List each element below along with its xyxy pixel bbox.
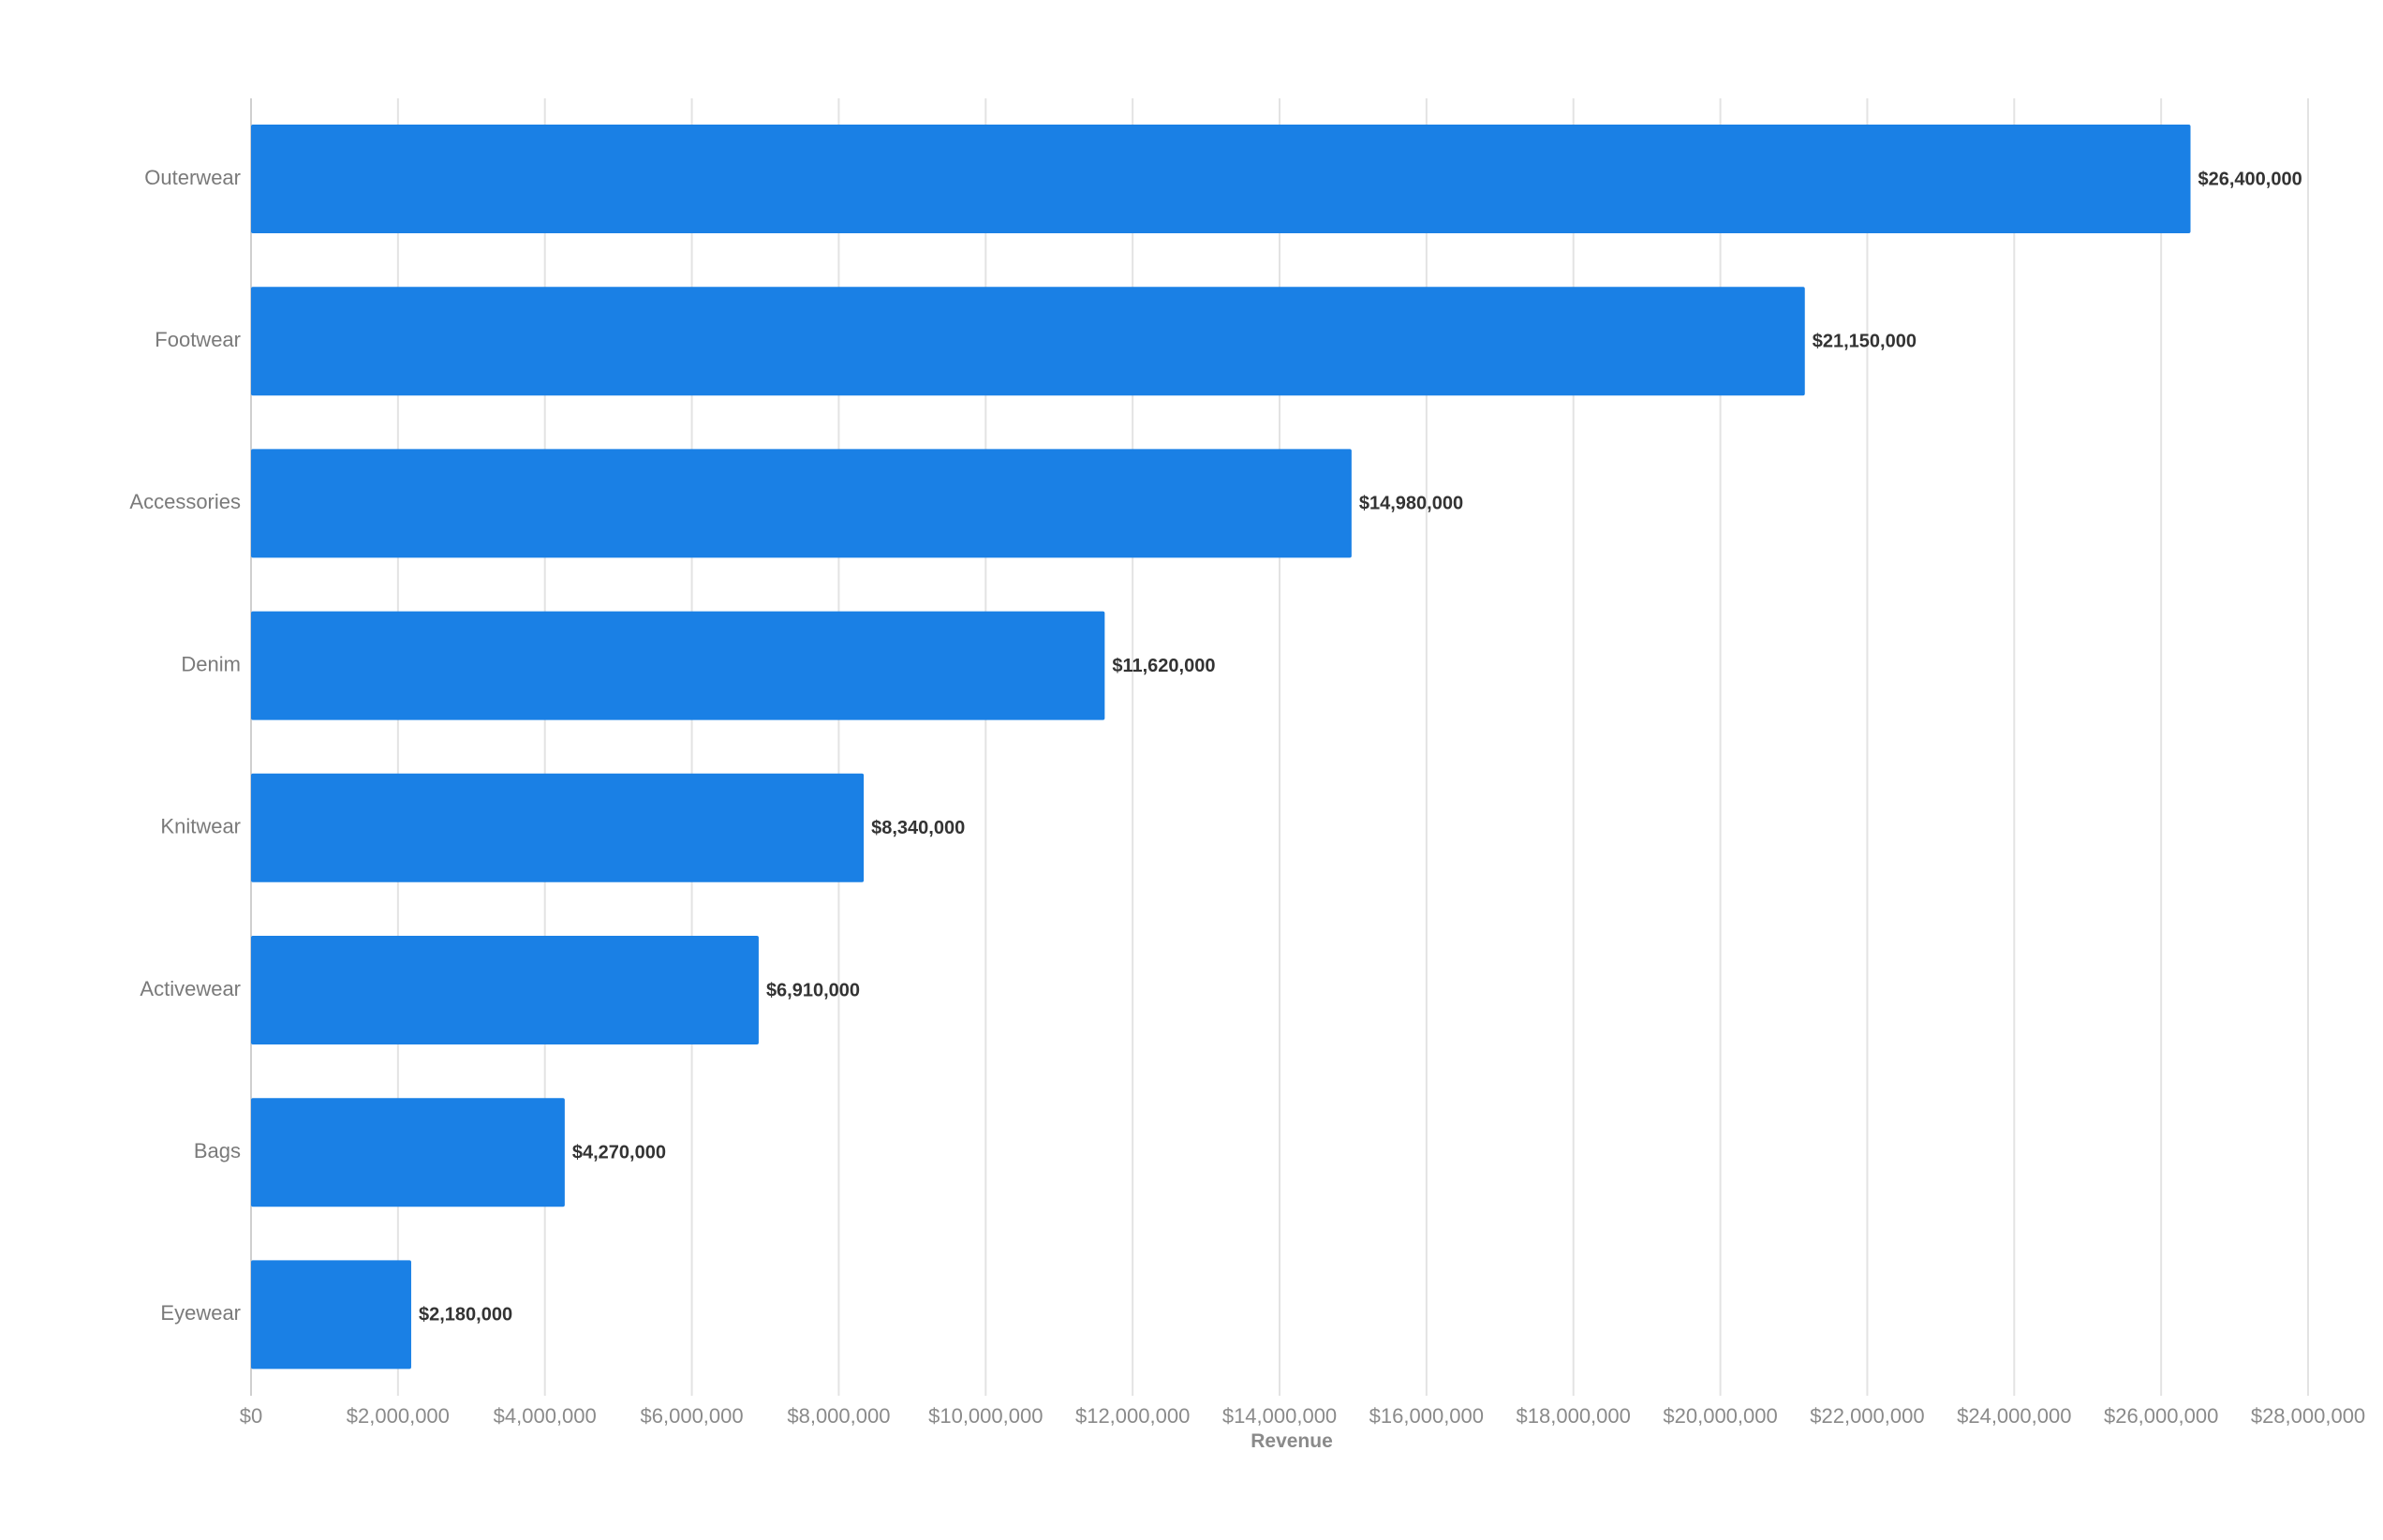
bar-layer [251,125,2191,1370]
category-label: Eyewear [160,1301,241,1325]
value-label: $14,980,000 [1359,494,1463,514]
label-layer: $0 $2,000,000 $4,000,000 $6,000,000 $8,000,0… [129,166,2365,1428]
x-tick-label: $4,000,000 [494,1404,597,1428]
x-tick-label: $26,000,000 [2104,1404,2218,1428]
x-tick-label: $14,000,000 [1222,1404,1337,1428]
bar-footwear [251,287,1805,396]
category-label: Knitwear [160,815,241,838]
x-tick-label: $8,000,000 [787,1404,890,1428]
bar-eyewear [251,1260,411,1370]
category-label: Activewear [140,977,241,1000]
x-tick-label: $22,000,000 [1810,1404,1924,1428]
value-label: $11,620,000 [1112,656,1215,676]
value-label: $6,910,000 [766,980,860,1000]
bar-denim [251,611,1105,720]
category-label: Accessories [129,490,241,513]
x-tick-label: $20,000,000 [1663,1404,1777,1428]
x-tick-label: $2,000,000 [347,1404,450,1428]
category-label: Outerwear [144,166,241,189]
bar-knitwear [251,773,865,882]
x-tick-label: $24,000,000 [1957,1404,2071,1428]
x-axis-title: Revenue [1251,1430,1333,1452]
value-label: $4,270,000 [572,1142,666,1162]
x-tick-label: $10,000,000 [928,1404,1043,1428]
category-label: Bags [194,1139,241,1162]
value-label: $8,340,000 [871,818,965,838]
category-label: Denim [181,652,241,675]
x-tick-label: $16,000,000 [1369,1404,1484,1428]
x-tick-label: $6,000,000 [641,1404,744,1428]
bar-accessories [251,449,1352,558]
value-label: $21,150,000 [1813,331,1917,351]
bar-activewear [251,936,759,1044]
bar-outerwear [251,125,2191,233]
x-tick-label: $18,000,000 [1517,1404,1631,1428]
x-tick-label: $12,000,000 [1075,1404,1190,1428]
category-label: Footwear [155,328,241,351]
x-tick-label: $28,000,000 [2251,1404,2365,1428]
bar-bags [251,1098,565,1207]
value-label: $2,180,000 [419,1305,512,1325]
x-tick-label: $0 [240,1404,262,1428]
value-label: $26,400,000 [2198,169,2302,189]
